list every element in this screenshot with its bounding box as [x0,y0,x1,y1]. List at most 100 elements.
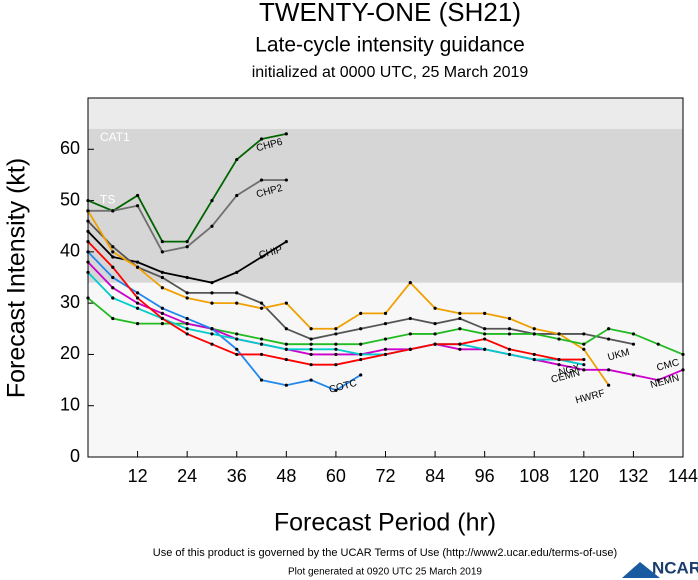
series-point [507,352,512,357]
series-point [458,316,462,321]
series-point [309,352,313,357]
series-point [284,357,288,362]
series-point [86,219,90,223]
series-point [532,332,536,336]
series-point [334,327,338,331]
series-point [210,342,214,346]
series-point [160,275,164,280]
series-point [309,337,313,341]
series-point [532,357,536,362]
series-point [160,322,164,326]
series-point [259,352,264,357]
series-point [185,275,189,280]
series-point [359,357,363,362]
series-point [86,209,90,213]
series-point [557,363,561,367]
series-point [210,332,214,336]
series-point [582,368,586,372]
series-point [557,337,561,341]
series-point [483,311,487,315]
series-point [681,352,685,357]
series-point [582,363,586,367]
intensity-band [88,128,683,283]
series-point [259,337,264,341]
logo: NCAR [652,558,698,577]
series-point [408,347,412,351]
series-point [681,368,685,372]
y-tick-label: 10 [60,394,80,414]
series-point [284,178,288,182]
series-point [210,281,214,285]
series-point [185,291,189,295]
series-point [607,383,611,387]
x-tick-label: 60 [326,466,346,486]
x-tick-label: 36 [227,466,247,486]
series-point [86,260,90,264]
series-point [631,342,636,346]
series-point [235,337,239,341]
y-tick-label: 50 [60,189,80,209]
series-point [507,347,512,351]
series-point [160,311,164,315]
series-point [309,347,313,351]
series-point [135,322,140,326]
series-point [483,332,487,336]
series-point [86,296,90,300]
series-point [458,327,462,331]
series-point [359,352,363,357]
series-point [135,193,140,198]
series-point [135,296,140,300]
series-point [111,255,115,259]
series-point [383,311,388,315]
series-point [284,301,288,305]
x-tick-label: 72 [375,466,395,486]
series-point [135,260,140,264]
series-point [582,332,586,336]
series-point [185,316,189,321]
series-point [458,347,462,351]
series-point [359,373,363,377]
series-point [359,342,363,346]
series-point [86,270,90,274]
series-point [160,240,164,244]
series-point [235,157,239,162]
series-point [483,347,487,351]
series-point [483,337,487,341]
series-point [532,327,536,331]
series-point [309,363,313,367]
series-point [135,265,140,269]
series-point [111,275,115,280]
series-point [185,327,189,331]
series-point [507,316,512,321]
band-label: TS [100,193,115,207]
series-point [408,281,412,285]
series-point [185,332,189,336]
x-tick-label: 48 [276,466,296,486]
series-point [284,347,288,351]
x-axis-label: Forecast Period (hr) [274,509,496,537]
series-point [607,368,611,372]
series-point [160,270,164,274]
series-point [259,342,264,346]
series-point [160,316,164,321]
series-point [557,357,561,362]
series-point [433,342,437,346]
series-point [185,245,189,249]
series-point [135,301,140,305]
x-tick-label: 132 [618,466,648,486]
series-point [185,296,189,300]
series-point [160,286,164,290]
series-point [582,357,586,362]
series-point [408,332,412,336]
series-point [284,240,288,244]
series-point [334,388,338,392]
series-point [111,265,115,269]
series-point [135,204,140,208]
series-point [557,332,561,336]
y-tick-label: 20 [60,343,80,363]
y-axis-label: Forecast Intensity (kt) [3,158,31,398]
x-tick-label: 108 [519,466,549,486]
series-point [582,342,586,346]
chart-subtitle: initialized at 0000 UTC, 25 March 2019 [252,64,529,81]
